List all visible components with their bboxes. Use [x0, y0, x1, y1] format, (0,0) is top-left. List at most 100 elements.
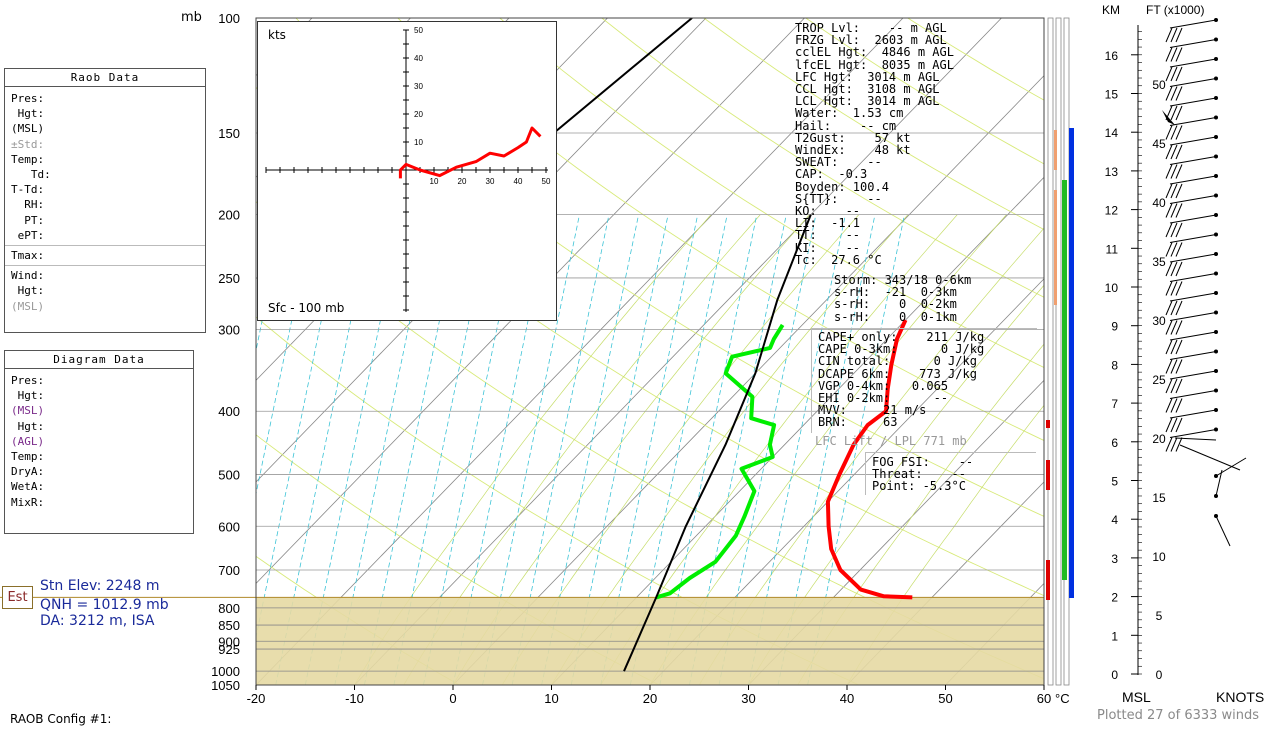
index-line: T2Gust: 57 kt — [795, 130, 911, 145]
wind-barb-staff — [1215, 457, 1247, 477]
wind-barb-dot — [1214, 252, 1218, 256]
panel-row: ±Std: — [11, 137, 45, 151]
wind-barb-dot — [1214, 474, 1218, 478]
temp-tick-label: 40 — [840, 691, 854, 706]
index-line: KO: -- — [795, 204, 861, 219]
panel-row: (AGL) — [11, 434, 45, 448]
wind-barb-dot — [1214, 388, 1218, 393]
hodograph-trace — [398, 126, 542, 179]
wind-barb-dot — [1214, 174, 1218, 178]
panel-row: (MSL) — [11, 404, 45, 418]
index-bar-segment — [1054, 130, 1057, 170]
wind-barb-flag — [1170, 339, 1178, 355]
index-line: s-rH: 0 0-2km — [834, 297, 957, 312]
km-tick-label: 12 — [1105, 204, 1119, 218]
km-tick-label: 3 — [1111, 552, 1118, 566]
km-tick-label: 11 — [1106, 242, 1119, 256]
pressure-tick-label: 1000 — [211, 664, 240, 679]
ft-tick-label: 40 — [1152, 196, 1166, 210]
hodo-tick-label: 20 — [414, 110, 423, 119]
index-line: Storm: 343/18 0-6km — [834, 273, 972, 287]
index-line: TROP Lvl: -- m AGL — [795, 21, 947, 35]
panel-row: ePT: — [11, 228, 45, 242]
wind-barb-flag — [1170, 281, 1178, 296]
pressure-tick-label: 1050 — [211, 678, 240, 693]
index-line: s-rH: 0 0-1km — [834, 309, 957, 324]
storm-helicity-block: Storm: 343/18 0-6km s-rH: -21 0-3km s-rH: … — [834, 274, 971, 323]
wind-barb-staff — [1169, 195, 1217, 204]
index-line: KI: -- — [795, 240, 861, 255]
index-line: CCL Hgt: 3108 m AGL — [795, 82, 940, 97]
est-button[interactable]: Est — [2, 586, 33, 609]
index-line: s-rH: -21 0-3km — [834, 285, 957, 300]
index-line: Threat: -- — [872, 467, 966, 482]
wind-barb-staff — [1169, 156, 1217, 165]
wind-barb-staff — [1169, 19, 1217, 29]
hodo-tick-label: 50 — [414, 26, 423, 35]
index-line: EHI 0-2km: -- — [818, 391, 949, 406]
wind-barb-dot — [1214, 37, 1218, 42]
km-tick-label: 5 — [1111, 475, 1118, 489]
isotherm-line — [1043, 684, 1044, 685]
ft-tick-label: 50 — [1152, 78, 1166, 92]
hodograph-panel[interactable]: 10 10 20 20 30 30 40 40 50 50 kts Sfc - 100 mb — [257, 21, 557, 321]
pressure-tick-label: 400 — [218, 404, 240, 419]
fog-box — [865, 452, 1036, 495]
wind-barb-flag — [1175, 105, 1183, 121]
wind-barb-staff — [1169, 39, 1217, 48]
isotherm-line — [846, 481, 1044, 685]
wind-barb-flag — [1175, 125, 1183, 140]
wind-barb-flag — [1165, 222, 1173, 238]
index-line: Water: 1.53 cm — [795, 106, 904, 121]
ft-tick-label: 15 — [1152, 491, 1166, 505]
wind-barb-flag — [1170, 86, 1178, 101]
wind-barb-dot — [1214, 213, 1218, 217]
wind-barb-flag — [1165, 47, 1173, 62]
hodo-tick-label: 50 — [542, 177, 551, 186]
pressure-tick-label: 200 — [218, 208, 240, 223]
wind-barb-flag — [1165, 320, 1173, 335]
wind-barb-flag — [1165, 144, 1173, 160]
pressure-tick-label: 850 — [218, 618, 240, 633]
station-qnh: QNH = 1012.9 mb — [40, 597, 169, 613]
wind-barb-dot — [1214, 271, 1218, 276]
hodo-tick-label: 40 — [514, 177, 523, 186]
wind-barb-flag — [1165, 359, 1173, 374]
temperature-trace — [825, 319, 913, 600]
wind-barb-staff — [1169, 97, 1217, 107]
wind-barb-staff — [1169, 273, 1217, 282]
wind-barb-flag — [1170, 47, 1178, 62]
wind-barb-dot — [1214, 514, 1218, 518]
pressure-tick-label: 800 — [218, 601, 240, 616]
wind-barb-flag — [1170, 222, 1178, 238]
wind-barb-dot — [1214, 115, 1218, 120]
wind-barb-staff — [1179, 444, 1241, 471]
stability-indices: TROP Lvl: -- m AGL FRZG Lvl: 2603 m AGL cc… — [795, 22, 954, 266]
plotted-winds-label: Plotted 27 of 6333 winds — [1097, 708, 1260, 723]
hodo-tick-label: 10 — [430, 177, 439, 186]
wind-barb-flag — [1165, 27, 1173, 43]
pressure-tick-label: 700 — [218, 563, 240, 578]
hodo-tick-label: 20 — [458, 177, 467, 186]
wind-barb-flag — [1170, 164, 1178, 179]
index-line: FRZG Lvl: 2603 m AGL — [795, 33, 947, 48]
wind-barb-staff — [1169, 78, 1217, 87]
pressure-tick-label: 100 — [218, 11, 240, 26]
wind-barb-flag — [1175, 47, 1183, 62]
wind-barb-flag — [1170, 261, 1178, 277]
wind-barb-flag — [1165, 125, 1173, 140]
wind-barb-flag — [1170, 242, 1178, 257]
ft-tick-label: 35 — [1152, 255, 1166, 269]
wind-barb-flag — [1175, 339, 1183, 355]
panel-row: MixR: — [11, 495, 45, 509]
ft-tick-label: 0 — [1156, 668, 1163, 682]
index-bar-segment — [1046, 560, 1050, 600]
km-tick-label: 9 — [1111, 320, 1118, 334]
panel-row: Hgt: — [11, 389, 45, 403]
temp-tick-label: -20 — [247, 691, 266, 706]
wind-barb-dot — [1214, 310, 1218, 315]
wind-barb-dot — [1214, 349, 1218, 354]
wind-barb-flag — [1175, 144, 1183, 160]
wind-barb-staff — [1169, 117, 1217, 126]
isotherm-line — [256, 18, 707, 483]
